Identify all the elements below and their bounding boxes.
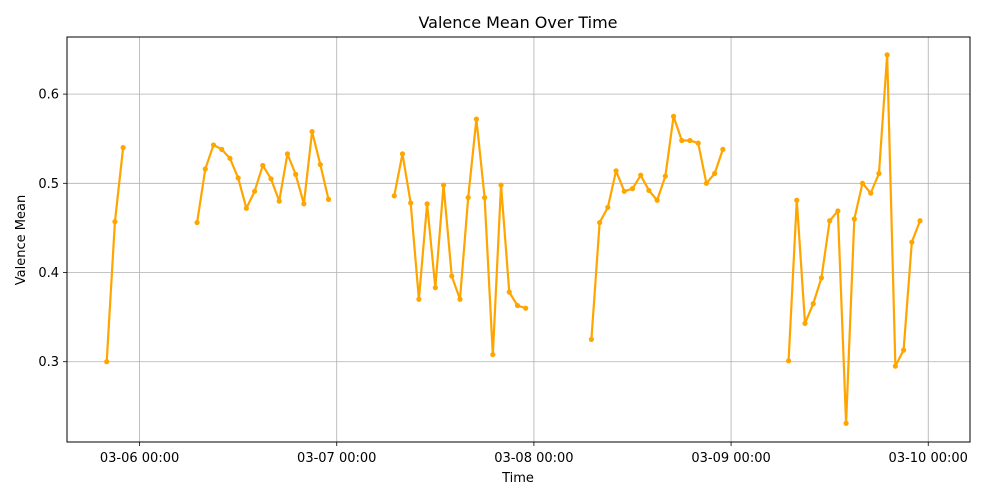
data-point [810, 301, 816, 307]
series-line-segment [590, 115, 724, 340]
data-point [309, 128, 315, 135]
series-line-segment [787, 53, 922, 425]
data-point [293, 171, 299, 177]
data-point [917, 218, 923, 224]
data-point [227, 155, 233, 161]
data-point [301, 201, 307, 207]
x-axis-ticks: 03-06 00:00 03-07 00:00 03-08 00:00 03-09 0… [100, 442, 968, 466]
data-point [251, 188, 258, 194]
data-point [235, 175, 241, 181]
data-point [490, 351, 496, 358]
data-point [638, 172, 644, 178]
data-point [646, 187, 652, 194]
data-point [506, 289, 512, 295]
data-point [268, 176, 274, 182]
data-point [408, 200, 414, 206]
data-point [457, 296, 463, 302]
data-point [703, 180, 710, 186]
y-axis-label: Valence Mean [14, 195, 29, 285]
data-point [276, 198, 282, 204]
data-point [243, 205, 249, 211]
data-point [859, 180, 866, 186]
series-line-segment [195, 130, 330, 223]
data-point [588, 336, 595, 343]
chart-title: Valence Mean Over Time [418, 13, 617, 32]
data-point [843, 420, 849, 426]
data-point [416, 296, 422, 302]
data-point [712, 170, 718, 177]
data-point [670, 113, 677, 119]
data-point [317, 161, 323, 168]
data-point [621, 188, 627, 194]
x-tick-label: 03-06 00:00 [100, 451, 179, 466]
data-point [120, 145, 126, 151]
data-point [629, 186, 636, 192]
data-point [605, 204, 611, 210]
data-point [720, 146, 726, 152]
x-tick-label: 03-10 00:00 [889, 451, 968, 466]
x-axis-label: Time [501, 471, 534, 486]
data-point [613, 168, 619, 174]
data-point [654, 197, 660, 203]
x-tick-label: 03-07 00:00 [297, 451, 376, 466]
data-point [514, 302, 521, 309]
series-line-segment [105, 147, 125, 362]
data-point [695, 140, 701, 146]
data-point [284, 151, 291, 157]
data-point [399, 151, 406, 157]
data-point [785, 358, 792, 364]
data-point [260, 162, 266, 169]
data-point [325, 196, 332, 202]
data-point [909, 239, 915, 245]
series-lines [105, 53, 922, 425]
data-point [884, 52, 890, 58]
data-point [851, 216, 857, 222]
y-tick-label: 0.4 [38, 266, 59, 281]
data-point [835, 208, 841, 214]
data-point [210, 142, 217, 148]
data-point [465, 194, 471, 201]
data-point [802, 320, 808, 326]
series-points [104, 52, 923, 426]
data-point [202, 166, 208, 172]
data-point [892, 363, 898, 369]
x-tick-label: 03-08 00:00 [494, 451, 573, 466]
data-point [794, 197, 800, 203]
data-point [597, 219, 603, 226]
data-point [482, 194, 488, 201]
data-point [900, 347, 907, 353]
y-tick-label: 0.5 [38, 177, 59, 192]
data-point [498, 182, 504, 188]
y-tick-label: 0.3 [38, 355, 59, 370]
data-point [827, 218, 833, 224]
y-tick-label: 0.6 [38, 88, 59, 103]
data-point [194, 219, 200, 226]
data-point [112, 219, 118, 225]
grid [67, 37, 970, 442]
data-point [818, 275, 825, 281]
data-point [424, 201, 430, 207]
data-point [523, 305, 529, 311]
data-point [662, 173, 668, 179]
data-point [679, 137, 685, 144]
data-point [473, 116, 479, 122]
series-line-segment [393, 117, 527, 356]
data-point [432, 285, 438, 291]
data-point [391, 193, 397, 199]
plot-area-frame [66, 36, 971, 443]
data-point [876, 170, 882, 177]
data-point [440, 182, 447, 188]
y-axis-ticks: 0.3 0.4 0.5 0.6 [38, 88, 67, 370]
data-point [687, 137, 693, 144]
data-point [219, 146, 225, 152]
data-point [104, 359, 110, 365]
x-tick-label: 03-09 00:00 [691, 451, 770, 466]
data-point [449, 273, 455, 279]
data-point [868, 190, 874, 196]
